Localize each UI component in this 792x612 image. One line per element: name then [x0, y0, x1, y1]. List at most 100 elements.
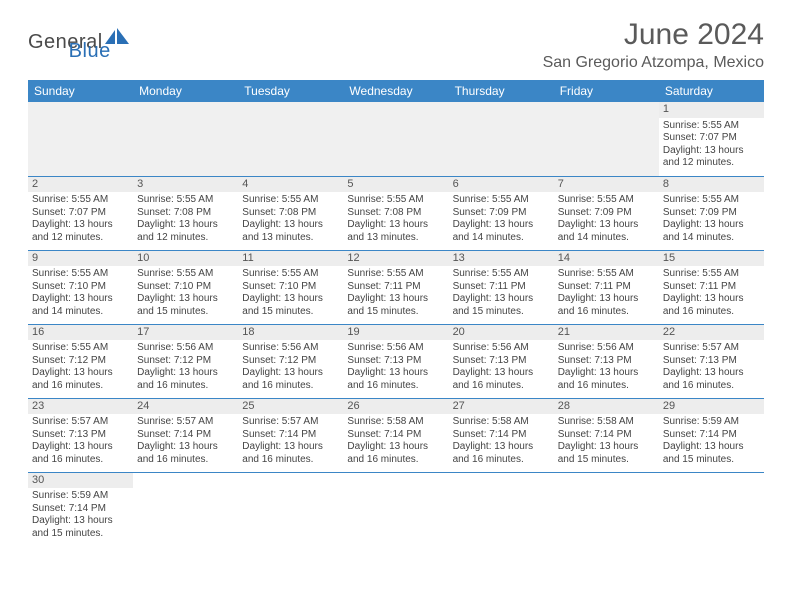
day-number: 2 [28, 177, 133, 193]
calendar-cell: 27Sunrise: 5:58 AMSunset: 7:14 PMDayligh… [449, 398, 554, 472]
day-number: 11 [238, 251, 343, 267]
day-number: 18 [238, 325, 343, 341]
sunset-line: Sunset: 7:13 PM [663, 355, 760, 368]
daylight-line: Daylight: 13 hours [558, 293, 655, 306]
day-number: 13 [449, 251, 554, 267]
sunrise-line: Sunrise: 5:55 AM [137, 268, 234, 281]
calendar-cell [343, 472, 448, 546]
sunset-line: Sunset: 7:09 PM [663, 207, 760, 220]
calendar-cell: 26Sunrise: 5:58 AMSunset: 7:14 PMDayligh… [343, 398, 448, 472]
daylight-line-2: and 12 minutes. [663, 157, 760, 170]
sunset-line: Sunset: 7:14 PM [558, 429, 655, 442]
sunrise-line: Sunrise: 5:55 AM [663, 194, 760, 207]
day-number: 7 [554, 177, 659, 193]
sunset-line: Sunset: 7:13 PM [558, 355, 655, 368]
sunrise-line: Sunrise: 5:58 AM [453, 416, 550, 429]
daylight-line: Daylight: 13 hours [137, 293, 234, 306]
daylight-line: Daylight: 13 hours [663, 441, 760, 454]
sunset-line: Sunset: 7:13 PM [32, 429, 129, 442]
calendar-cell: 2Sunrise: 5:55 AMSunset: 7:07 PMDaylight… [28, 176, 133, 250]
daylight-line-2: and 15 minutes. [453, 306, 550, 319]
day-number: 23 [28, 399, 133, 415]
weekday-header: Friday [554, 80, 659, 102]
weekday-header: Thursday [449, 80, 554, 102]
calendar-cell [449, 102, 554, 176]
sunrise-line: Sunrise: 5:57 AM [32, 416, 129, 429]
sunrise-line: Sunrise: 5:57 AM [242, 416, 339, 429]
sunset-line: Sunset: 7:12 PM [242, 355, 339, 368]
day-number: 27 [449, 399, 554, 415]
day-number: 6 [449, 177, 554, 193]
sunrise-line: Sunrise: 5:57 AM [663, 342, 760, 355]
daylight-line-2: and 16 minutes. [663, 380, 760, 393]
calendar-row: 9Sunrise: 5:55 AMSunset: 7:10 PMDaylight… [28, 250, 764, 324]
daylight-line: Daylight: 13 hours [242, 441, 339, 454]
weekday-header: Saturday [659, 80, 764, 102]
day-number: 3 [133, 177, 238, 193]
daylight-line-2: and 16 minutes. [32, 380, 129, 393]
day-number: 4 [238, 177, 343, 193]
day-number: 21 [554, 325, 659, 341]
day-number: 1 [659, 102, 764, 118]
calendar-cell [449, 472, 554, 546]
day-number: 16 [28, 325, 133, 341]
weekday-header-row: Sunday Monday Tuesday Wednesday Thursday… [28, 80, 764, 102]
daylight-line-2: and 16 minutes. [453, 454, 550, 467]
sunset-line: Sunset: 7:14 PM [663, 429, 760, 442]
logo: General Blue [28, 22, 111, 63]
sunrise-line: Sunrise: 5:59 AM [663, 416, 760, 429]
daylight-line-2: and 16 minutes. [32, 454, 129, 467]
daylight-line-2: and 14 minutes. [453, 232, 550, 245]
day-number: 19 [343, 325, 448, 341]
calendar-body: 1Sunrise: 5:55 AMSunset: 7:07 PMDaylight… [28, 102, 764, 546]
sunrise-line: Sunrise: 5:55 AM [663, 120, 760, 133]
calendar-cell: 20Sunrise: 5:56 AMSunset: 7:13 PMDayligh… [449, 324, 554, 398]
calendar-cell [554, 102, 659, 176]
day-number: 9 [28, 251, 133, 267]
calendar-cell [343, 102, 448, 176]
sunrise-line: Sunrise: 5:55 AM [663, 268, 760, 281]
sunset-line: Sunset: 7:10 PM [32, 281, 129, 294]
logo-text-blue: Blue [69, 40, 111, 63]
daylight-line: Daylight: 13 hours [137, 367, 234, 380]
daylight-line-2: and 14 minutes. [558, 232, 655, 245]
sunset-line: Sunset: 7:10 PM [242, 281, 339, 294]
daylight-line-2: and 16 minutes. [347, 454, 444, 467]
calendar-cell: 13Sunrise: 5:55 AMSunset: 7:11 PMDayligh… [449, 250, 554, 324]
header: General Blue June 2024 San Gregorio Atzo… [28, 18, 764, 72]
daylight-line-2: and 13 minutes. [347, 232, 444, 245]
calendar-cell [28, 102, 133, 176]
sunset-line: Sunset: 7:08 PM [242, 207, 339, 220]
calendar-cell: 4Sunrise: 5:55 AMSunset: 7:08 PMDaylight… [238, 176, 343, 250]
calendar-cell: 6Sunrise: 5:55 AMSunset: 7:09 PMDaylight… [449, 176, 554, 250]
sunrise-line: Sunrise: 5:55 AM [453, 194, 550, 207]
daylight-line-2: and 12 minutes. [137, 232, 234, 245]
daylight-line: Daylight: 13 hours [663, 293, 760, 306]
daylight-line: Daylight: 13 hours [663, 145, 760, 158]
calendar-cell: 23Sunrise: 5:57 AMSunset: 7:13 PMDayligh… [28, 398, 133, 472]
day-number: 30 [28, 473, 133, 489]
day-number: 24 [133, 399, 238, 415]
sunrise-line: Sunrise: 5:55 AM [32, 268, 129, 281]
sunset-line: Sunset: 7:08 PM [137, 207, 234, 220]
daylight-line-2: and 16 minutes. [558, 380, 655, 393]
sunset-line: Sunset: 7:13 PM [453, 355, 550, 368]
sunrise-line: Sunrise: 5:59 AM [32, 490, 129, 503]
calendar-cell: 3Sunrise: 5:55 AMSunset: 7:08 PMDaylight… [133, 176, 238, 250]
daylight-line-2: and 12 minutes. [32, 232, 129, 245]
sunrise-line: Sunrise: 5:56 AM [453, 342, 550, 355]
calendar-row: 30Sunrise: 5:59 AMSunset: 7:14 PMDayligh… [28, 472, 764, 546]
daylight-line: Daylight: 13 hours [347, 441, 444, 454]
sunrise-line: Sunrise: 5:58 AM [558, 416, 655, 429]
daylight-line: Daylight: 13 hours [558, 441, 655, 454]
daylight-line-2: and 15 minutes. [558, 454, 655, 467]
day-number: 8 [659, 177, 764, 193]
sunrise-line: Sunrise: 5:56 AM [242, 342, 339, 355]
calendar-cell [133, 472, 238, 546]
day-number: 17 [133, 325, 238, 341]
weekday-header: Sunday [28, 80, 133, 102]
calendar-cell: 5Sunrise: 5:55 AMSunset: 7:08 PMDaylight… [343, 176, 448, 250]
daylight-line: Daylight: 13 hours [453, 441, 550, 454]
daylight-line-2: and 16 minutes. [137, 380, 234, 393]
calendar-row: 2Sunrise: 5:55 AMSunset: 7:07 PMDaylight… [28, 176, 764, 250]
